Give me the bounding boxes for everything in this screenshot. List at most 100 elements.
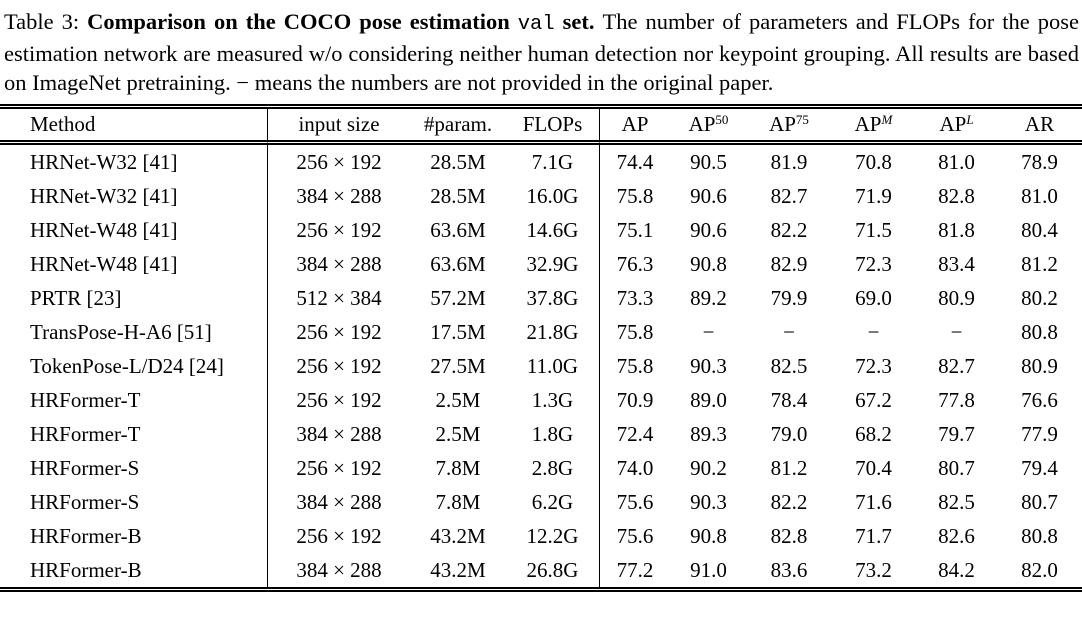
flops-cell: 6.2G — [506, 485, 600, 519]
table-row: TransPose-H-A6 [51] 256 × 192 17.5M 21.8… — [0, 315, 1082, 349]
method-cell: PRTR [23] — [0, 281, 268, 315]
ap75-cell: 82.2 — [770, 489, 808, 514]
ap50-cell: 89.3 — [690, 421, 727, 446]
flops-cell: 11.0G — [506, 349, 600, 383]
param-cell: 7.8M — [435, 489, 481, 514]
input-size-cell: 256 × 192 — [296, 319, 382, 344]
column-header-ar: AR — [997, 109, 1082, 145]
flops-cell: 37.8G — [506, 281, 600, 315]
flops-cell: 12.2G — [506, 519, 600, 553]
ap50-cell: 90.6 — [690, 217, 727, 242]
column-header-apm: APM — [831, 109, 916, 145]
table-row: HRFormer-S 384 × 288 7.8M 6.2G 75.6 90.3… — [0, 485, 1082, 519]
apl-cell: 79.7 — [938, 421, 975, 446]
input-size-cell: 512 × 384 — [296, 285, 382, 310]
table-row: PRTR [23] 512 × 384 57.2M 37.8G 73.3 89.… — [0, 281, 1082, 315]
ap-cell: 75.6 — [616, 523, 654, 548]
ap75-cell: 82.7 — [770, 183, 808, 208]
ar-cell: 80.4 — [1021, 217, 1058, 242]
method-cell: HRFormer-T — [0, 383, 268, 417]
ap75-cell: 78.4 — [770, 387, 808, 412]
table-row: HRNet-W48 [41] 384 × 288 63.6M 32.9G 76.… — [0, 247, 1082, 281]
apl-cell: 82.8 — [938, 183, 975, 208]
ap-cell: 74.4 — [616, 149, 654, 174]
ar-cell: 77.9 — [1021, 421, 1058, 446]
apm-cell: 72.3 — [855, 251, 892, 276]
apm-cell: 71.5 — [855, 217, 892, 242]
table-group-baselines: HRNet-W32 [41] 256 × 192 28.5M 7.1G 74.4… — [0, 145, 1082, 383]
flops-cell: 21.8G — [506, 315, 600, 349]
flops-cell: 2.8G — [506, 451, 600, 485]
apm-cell: 72.3 — [855, 353, 892, 378]
ar-cell: 76.6 — [1021, 387, 1058, 412]
apl-cell: 81.8 — [938, 217, 975, 242]
ar-cell: 81.2 — [1021, 251, 1058, 276]
param-cell: 2.5M — [435, 387, 481, 412]
flops-cell: 16.0G — [506, 179, 600, 213]
column-header-apl: APL — [916, 109, 997, 145]
method-cell: HRFormer-S — [0, 485, 268, 519]
param-cell: 7.8M — [435, 455, 481, 480]
apm-cell: − — [867, 319, 880, 344]
method-cell: HRNet-W32 [41] — [0, 145, 268, 179]
input-size-cell: 256 × 192 — [296, 387, 382, 412]
method-cell: HRFormer-B — [0, 553, 268, 587]
ap50-cell: 90.8 — [690, 523, 727, 548]
input-size-cell: 256 × 192 — [296, 149, 382, 174]
ap50-cell: 90.2 — [690, 455, 727, 480]
ap75-cell: 82.8 — [770, 523, 808, 548]
input-size-cell: 256 × 192 — [296, 455, 382, 480]
flops-cell: 1.3G — [506, 383, 600, 417]
apl-cell: 83.4 — [938, 251, 975, 276]
ap75-cell: 82.5 — [770, 353, 808, 378]
param-cell: 43.2M — [430, 557, 486, 582]
param-cell: 28.5M — [430, 183, 486, 208]
flops-cell: 26.8G — [506, 553, 600, 587]
table-row: HRNet-W32 [41] 384 × 288 28.5M 16.0G 75.… — [0, 179, 1082, 213]
ap-cell: 70.9 — [616, 387, 654, 412]
ar-cell: 80.8 — [1021, 319, 1058, 344]
caption-set-bold: set. — [554, 9, 603, 34]
method-cell: HRNet-W32 [41] — [0, 179, 268, 213]
param-cell: 63.6M — [430, 251, 486, 276]
ap-cell: 75.1 — [616, 217, 654, 242]
ap75-cell: − — [783, 319, 795, 344]
method-cell: HRFormer-T — [0, 417, 268, 451]
ap75-cell: 79.0 — [770, 421, 808, 446]
apl-cell: 84.2 — [938, 557, 975, 582]
ap50-cell: 90.3 — [690, 353, 727, 378]
table-row: HRNet-W48 [41] 256 × 192 63.6M 14.6G 75.… — [0, 213, 1082, 247]
results-table: Method input size #param. FLOPs AP AP50 … — [0, 104, 1082, 592]
apm-cell: 73.2 — [855, 557, 892, 582]
ap50-cell: 90.6 — [690, 183, 727, 208]
ap50-cell: 90.8 — [690, 251, 727, 276]
apm-cell: 71.7 — [855, 523, 892, 548]
table-row: HRFormer-S 256 × 192 7.8M 2.8G 74.0 90.2… — [0, 451, 1082, 485]
apl-cell: 82.7 — [938, 353, 975, 378]
caption-title-bold: Comparison on the COCO pose estimation — [87, 9, 518, 34]
apl-cell: 81.0 — [938, 149, 975, 174]
ar-cell: 80.2 — [1021, 285, 1058, 310]
ap-cell: 73.3 — [616, 285, 654, 310]
apl-cell: 77.8 — [938, 387, 975, 412]
column-header-input-size: input size — [268, 109, 410, 145]
apm-cell: 69.0 — [855, 285, 892, 310]
input-size-cell: 384 × 288 — [296, 489, 382, 514]
ar-cell: 80.8 — [1021, 523, 1058, 548]
ap-cell: 76.3 — [616, 251, 654, 276]
apl-cell: 80.7 — [938, 455, 975, 480]
flops-cell: 7.1G — [506, 145, 600, 179]
apm-cell: 70.8 — [855, 149, 892, 174]
apm-cell: 71.6 — [855, 489, 892, 514]
column-header-ap: AP — [600, 109, 670, 145]
column-header-ap75: AP75 — [747, 109, 831, 145]
ap75-cell: 82.2 — [770, 217, 808, 242]
input-size-cell: 256 × 192 — [296, 523, 382, 548]
ap75-cell: 81.9 — [770, 149, 808, 174]
param-cell: 57.2M — [430, 285, 486, 310]
ar-cell: 80.9 — [1021, 353, 1058, 378]
input-size-cell: 384 × 288 — [296, 421, 382, 446]
method-cell: HRNet-W48 [41] — [0, 213, 268, 247]
param-cell: 63.6M — [430, 217, 486, 242]
ap50-cell: 90.3 — [690, 489, 727, 514]
